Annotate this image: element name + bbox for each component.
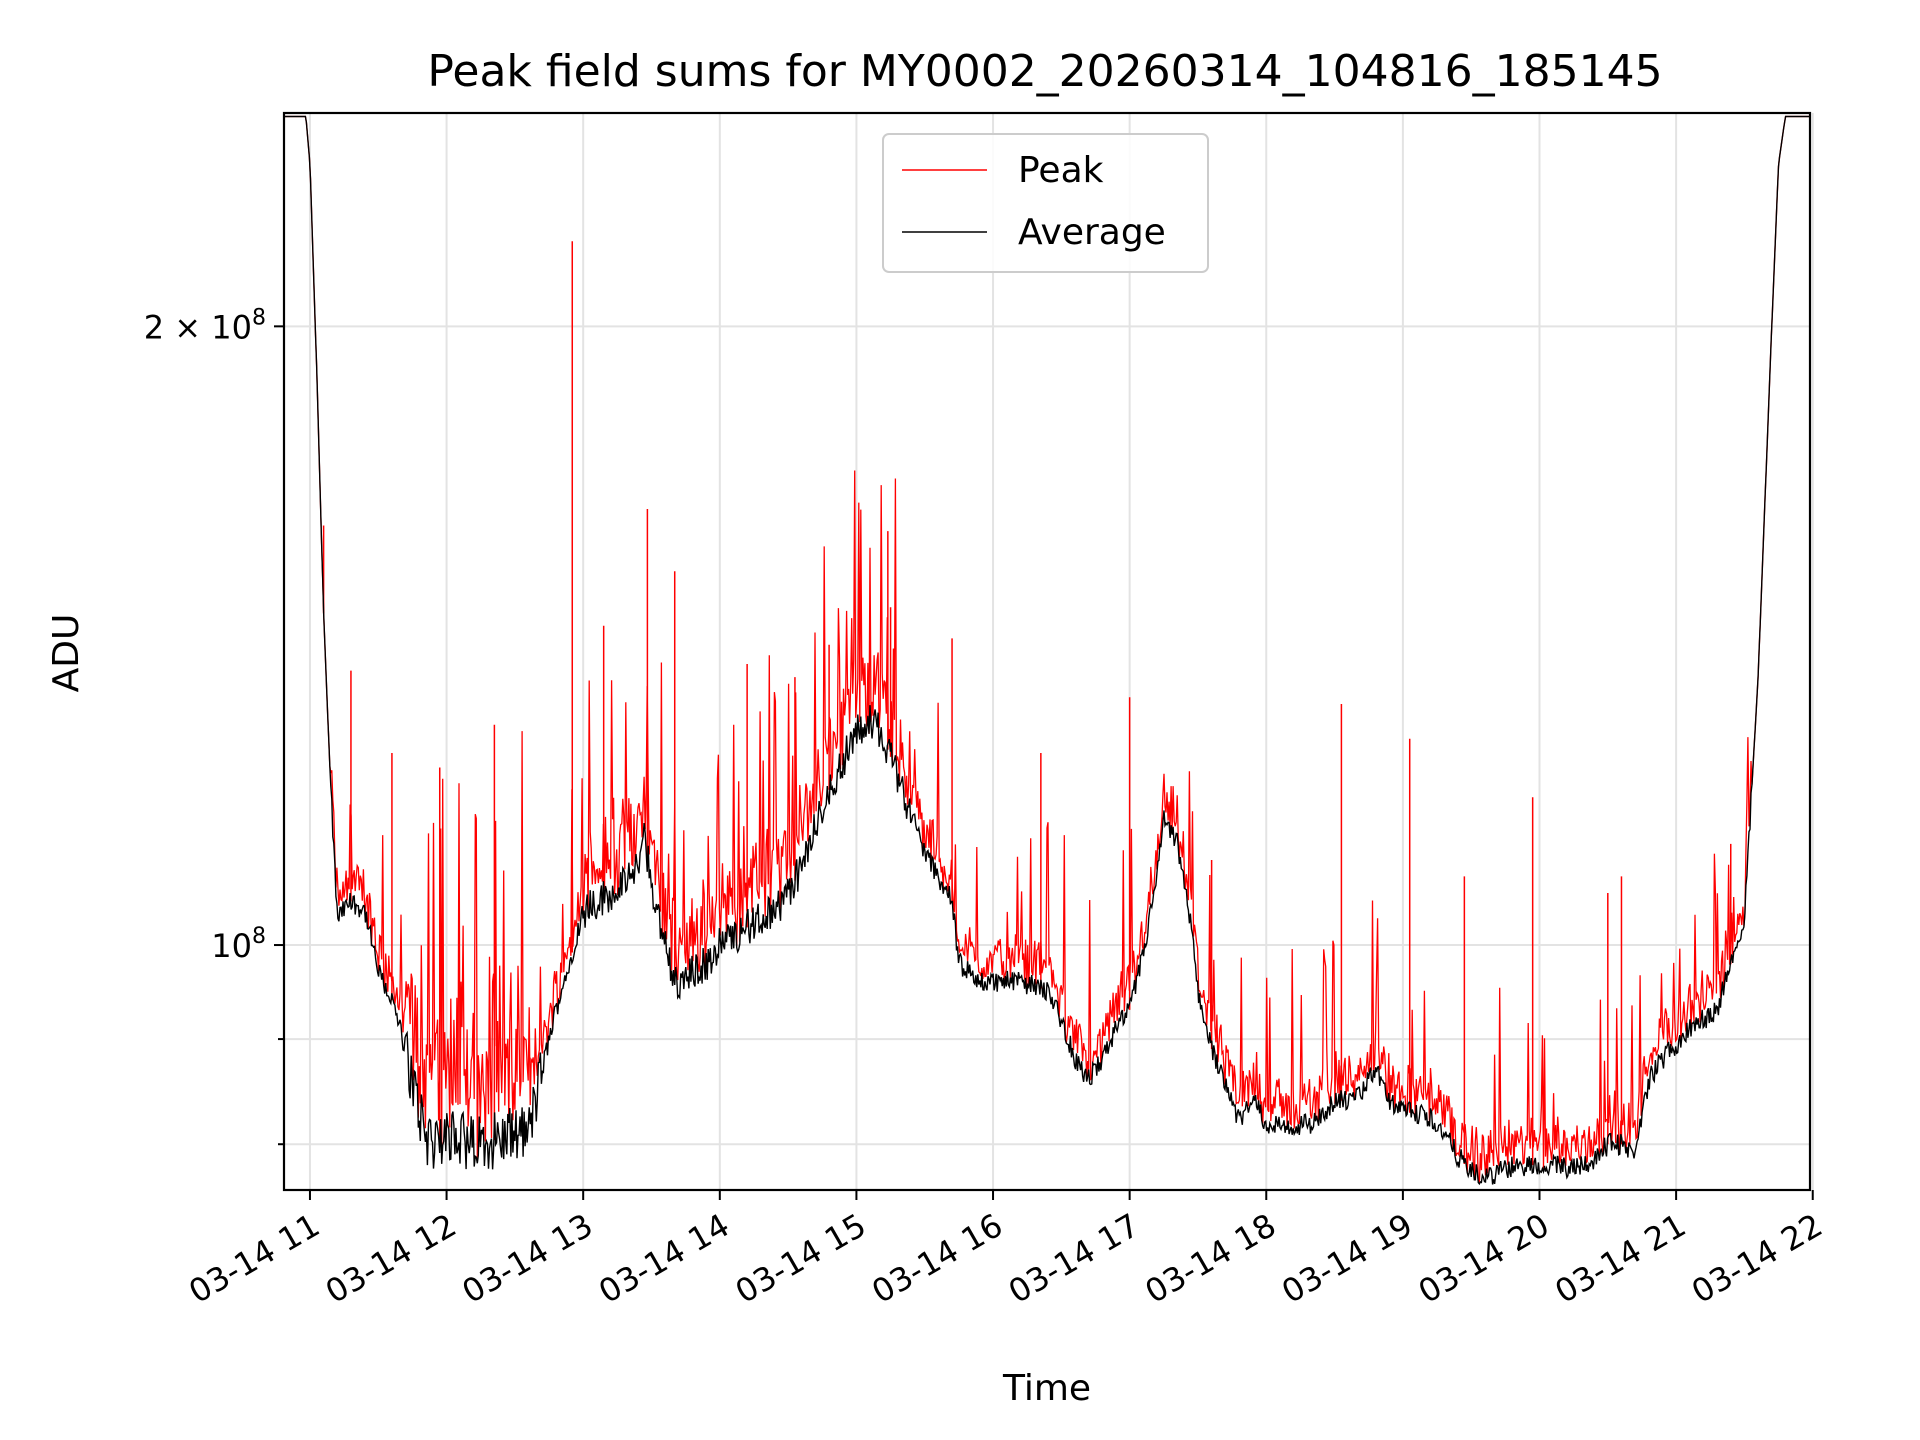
legend-peak-label: Peak xyxy=(1018,150,1104,191)
peak-series xyxy=(284,115,1810,1184)
legend-average-label: Average xyxy=(1018,212,1166,253)
chart-title: Peak field sums for MY0002_20260314_1048… xyxy=(427,46,1662,97)
y-tick-label: 2 × 108 xyxy=(144,305,266,346)
x-axis-label: Time xyxy=(1002,1368,1091,1409)
average-series xyxy=(284,115,1810,1186)
peak-line xyxy=(284,115,1810,1184)
y-tick-label: 108 xyxy=(211,924,266,965)
y-axis-label: ADU xyxy=(46,614,87,693)
legend: Peak Average xyxy=(882,133,1209,273)
average-line xyxy=(284,115,1810,1186)
y-axis-ticks: 108 2 × 108 xyxy=(144,305,284,1146)
plot-frame xyxy=(282,111,1812,1192)
grid-lines xyxy=(284,113,1814,1190)
legend-box xyxy=(882,133,1209,273)
